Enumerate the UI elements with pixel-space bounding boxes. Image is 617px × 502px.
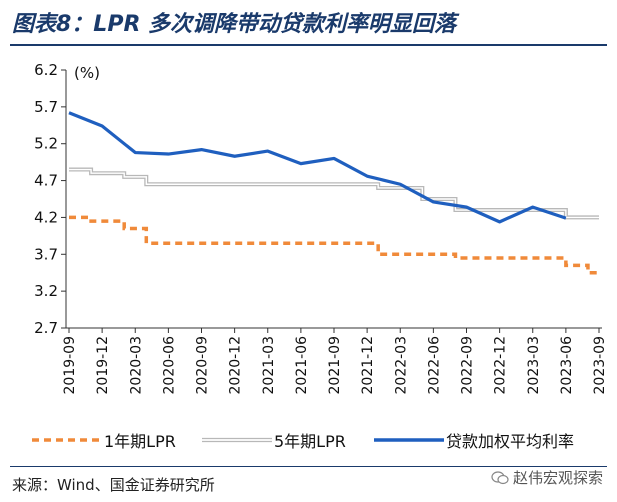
legend-label-lpr1: 1年期LPR bbox=[104, 432, 176, 451]
x-tick-label: 2021-03 bbox=[261, 336, 277, 395]
x-tick-label: 2021-06 bbox=[294, 336, 310, 395]
legend-swatch-loan bbox=[374, 438, 444, 442]
y-unit-label: (%) bbox=[74, 64, 100, 82]
wechat-icon bbox=[491, 470, 509, 484]
legend-item-loan: 贷款加权平均利率 bbox=[372, 425, 574, 455]
title-rule bbox=[10, 44, 607, 46]
legend-swatch-lpr1 bbox=[32, 438, 102, 442]
legend-label-loan: 贷款加权平均利率 bbox=[446, 432, 575, 451]
x-tick-label: 2022-03 bbox=[393, 336, 409, 395]
source-note: 来源：Wind、国金证券研究所 bbox=[12, 476, 215, 494]
x-tick-label: 2021-09 bbox=[327, 336, 343, 395]
watermark: 赵伟宏观探索 bbox=[491, 467, 603, 488]
x-tick-label: 2023-03 bbox=[526, 336, 542, 395]
y-tick-label: 2.7 bbox=[34, 319, 58, 337]
x-tick-label: 2020-06 bbox=[161, 336, 177, 395]
y-tick-label: 3.7 bbox=[34, 245, 58, 263]
series-line-lpr1 bbox=[69, 215, 599, 275]
x-tick-label: 2023-06 bbox=[559, 336, 575, 395]
y-tick-label: 4.2 bbox=[34, 208, 58, 226]
x-tick-label: 2022-06 bbox=[426, 336, 442, 395]
chart-title: 图表8：LPR 多次调降带动贷款利率明显回落 bbox=[12, 12, 457, 37]
x-tick-label: 2021-12 bbox=[360, 336, 376, 395]
line-chart: 6.2 5.7 5.2 4.7 4.2 3.7 3.2 2.7 (%) 2019-09 2019-1… bbox=[34, 61, 608, 395]
x-tick-label: 2020-03 bbox=[128, 336, 144, 395]
x-tick-label: 2022-09 bbox=[460, 336, 476, 395]
y-tick-label: 5.2 bbox=[34, 135, 58, 153]
x-tick-label: 2019-12 bbox=[95, 336, 111, 395]
watermark-label: 赵伟宏观探索 bbox=[512, 469, 603, 487]
series-line-loan bbox=[68, 111, 567, 224]
chart-axes: 6.2 5.7 5.2 4.7 4.2 3.7 3.2 2.7 (%) 2019-09 2019-1… bbox=[34, 61, 608, 395]
series-line-lpr5-inner bbox=[69, 168, 599, 219]
x-tick-label: 2019-09 bbox=[62, 336, 78, 395]
x-tick-label: 2022-12 bbox=[493, 336, 509, 395]
legend-swatch-lpr5 bbox=[202, 437, 272, 443]
x-tick-label: 2020-09 bbox=[195, 336, 211, 395]
y-tick-label: 6.2 bbox=[34, 61, 58, 79]
y-tick-label: 4.7 bbox=[34, 172, 58, 190]
legend-item-lpr1: 1年期LPR bbox=[30, 425, 176, 455]
chart-legend: 1年期LPR 5年期LPR 贷款加权平均利率 bbox=[0, 425, 617, 455]
y-tick-label: 5.7 bbox=[34, 98, 58, 116]
legend-item-lpr5: 5年期LPR bbox=[200, 425, 346, 455]
x-tick-label: 2023-09 bbox=[592, 336, 608, 395]
source-rule bbox=[10, 466, 607, 467]
x-tick-label: 2020-12 bbox=[228, 336, 244, 395]
y-tick-label: 3.2 bbox=[34, 282, 58, 300]
title-bar: 图表8：LPR 多次调降带动贷款利率明显回落 bbox=[0, 0, 617, 46]
legend-label-lpr5: 5年期LPR bbox=[274, 432, 346, 451]
chart-series bbox=[68, 111, 599, 275]
